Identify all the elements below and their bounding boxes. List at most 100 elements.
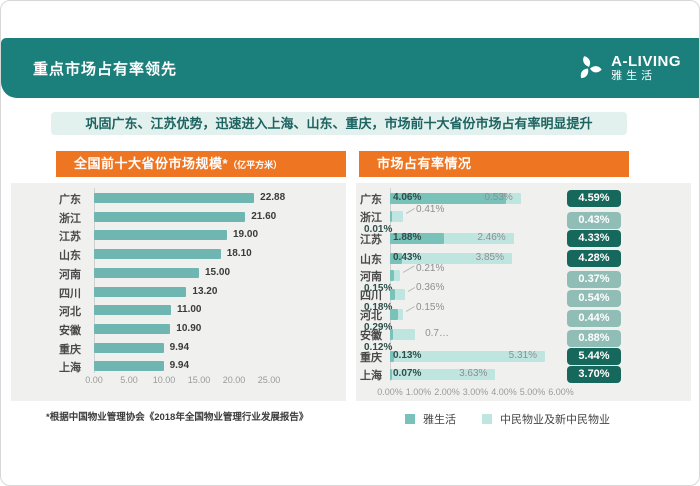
legend-swatch-zhongmin <box>482 414 492 424</box>
series2-segment <box>391 211 404 222</box>
series1-label: 4.06% <box>393 192 422 203</box>
province-label: 安徽 <box>360 330 382 342</box>
province-label: 安徽 <box>59 324 81 337</box>
total-badge: 0.54% <box>567 290 621 307</box>
series2-label: 3.85% <box>475 252 504 263</box>
x-axis-tick: 5.00% <box>519 387 546 397</box>
chart-legend: 雅生活 中民物业及新中民物业 <box>405 411 610 427</box>
series1-label: 0.43% <box>393 252 422 263</box>
x-axis-tick: 5.00 <box>120 375 138 385</box>
right-chart-title: 市场占有率情况 <box>377 156 472 171</box>
logo-cn-name: 雅生活 <box>611 69 657 82</box>
x-axis-tick: 0.00 <box>85 375 103 385</box>
series1-segment <box>390 329 394 340</box>
series2-segment <box>394 270 401 281</box>
series2-segment <box>402 253 512 264</box>
series1-segment <box>390 211 392 222</box>
brand-logo: A-LIVING 雅生活 <box>575 53 681 83</box>
market-size-value: 22.88 <box>260 192 286 203</box>
province-label: 上海 <box>59 362 81 375</box>
province-label: 河南 <box>59 268 81 281</box>
province-label: 四川 <box>360 290 382 302</box>
total-badge: 3.70% <box>567 366 621 383</box>
total-badge: 0.88% <box>567 330 621 347</box>
x-axis-tick: 6.00% <box>548 387 574 397</box>
series1-segment <box>390 369 392 380</box>
callout-line <box>405 305 415 312</box>
summary-banner: 巩固广东、江苏优势，迅速进入上海、山东、重庆，市场前十大省份市场占有率明显提升 <box>51 112 627 135</box>
total-badge: 4.28% <box>567 250 621 267</box>
series2-label: 5.31% <box>508 350 538 361</box>
province-label: 广东 <box>59 194 81 206</box>
market-size-chart: 广东 22.88 浙江 21.60 江苏 19.00 山东 18.10 河南 15.00 四川 13.… <box>11 183 346 401</box>
province-label: 山东 <box>360 254 382 266</box>
market-size-bar <box>94 361 164 372</box>
market-size-bar <box>94 249 221 260</box>
series1-label: 0.15% <box>364 283 393 294</box>
page-title: 重点市场占有率领先 <box>33 60 178 78</box>
series1-segment <box>390 351 394 362</box>
series1-segment <box>390 309 399 320</box>
y-axis-line <box>390 188 391 381</box>
header-bar: 重点市场占有率领先 A-LIVING 雅生活 <box>1 38 699 98</box>
province-label: 河北 <box>360 310 382 322</box>
province-label: 浙江 <box>59 212 81 225</box>
x-axis-tick: 4.00% <box>491 387 517 397</box>
market-size-value: 13.20 <box>192 285 218 297</box>
series1-label: 0.13% <box>393 350 422 361</box>
series1-label: 1.88% <box>393 232 422 243</box>
legend-item-yashenghuo: 雅生活 <box>405 411 456 427</box>
series2-segment <box>505 193 521 204</box>
market-size-value: 10.90 <box>176 322 202 334</box>
market-share-chart: 广东 4.06% 0.53% 4.59% 浙江 0.01% 0.41% 0.43% 江苏 1.88… <box>356 183 691 401</box>
legend-label-yashenghuo: 雅生活 <box>423 414 456 426</box>
province-label: 四川 <box>59 287 81 300</box>
market-size-bar <box>94 230 227 241</box>
series2-segment <box>398 309 403 320</box>
callout-line <box>408 287 416 292</box>
market-size-bar <box>94 267 199 278</box>
market-size-bar <box>94 193 255 203</box>
series1-segment <box>390 270 395 281</box>
total-badge: 0.44% <box>567 310 621 327</box>
y-axis-line <box>94 188 95 373</box>
total-badge: 5.44% <box>567 348 621 365</box>
province-label: 江苏 <box>59 231 81 244</box>
x-axis-tick: 3.00% <box>462 387 489 397</box>
series2-label: 3.63% <box>459 368 488 379</box>
market-size-value: 19.00 <box>233 229 259 241</box>
legend-item-zhongmin: 中民物业及新中民物业 <box>482 411 610 427</box>
x-axis-tick: 25.00 <box>257 375 281 385</box>
series2-segment <box>443 233 514 244</box>
market-size-value: 18.10 <box>226 248 252 260</box>
total-badge: 0.37% <box>567 271 621 288</box>
left-chart-unit: （亿平方米） <box>228 160 283 170</box>
series1-segment <box>390 289 396 300</box>
market-size-bar <box>94 305 171 316</box>
series2-segment <box>393 329 416 340</box>
province-label: 浙江 <box>360 212 382 224</box>
series1-label: 0.29% <box>364 322 393 333</box>
market-size-bar <box>94 211 246 222</box>
x-axis-tick: 1.00% <box>405 387 432 397</box>
market-size-value: 11.00 <box>177 304 202 316</box>
province-label: 上海 <box>360 370 382 382</box>
series2-label: 2.46% <box>477 232 506 243</box>
right-chart-title-bar: 市场占有率情况 <box>359 151 629 177</box>
legend-label-zhongmin: 中民物业及新中民物业 <box>500 414 610 426</box>
province-label: 重庆 <box>360 352 382 364</box>
x-axis-tick: 0.00% <box>377 387 403 397</box>
x-axis-tick: 2.00% <box>434 387 460 397</box>
total-badge: 4.59% <box>567 190 621 207</box>
series2-segment <box>395 289 406 300</box>
series2-label: 0.15% <box>416 302 445 313</box>
series2-label: 0.21% <box>416 263 445 274</box>
series2-label: 0.41% <box>416 204 445 215</box>
series1-label: 0.01% <box>364 224 393 235</box>
left-chart-title-bar: 全国前十大省份市场规模*（亿平方米） <box>56 151 346 177</box>
province-label: 山东 <box>59 250 81 263</box>
x-axis-tick: 20.00 <box>222 375 246 385</box>
series1-label: 0.12% <box>364 342 393 353</box>
market-size-bar <box>94 286 187 297</box>
